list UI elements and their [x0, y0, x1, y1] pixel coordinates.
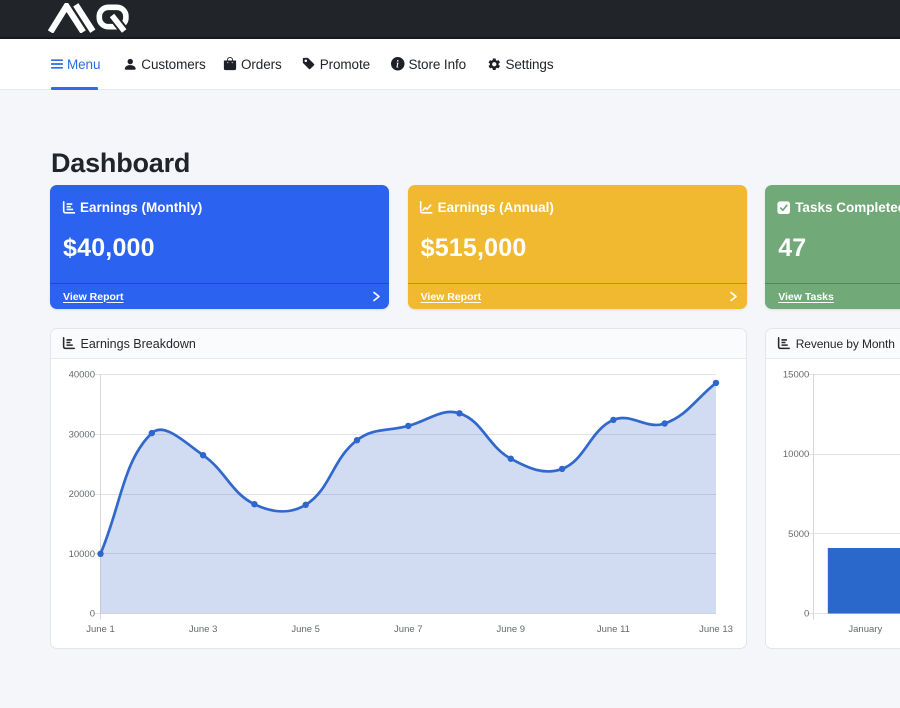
- svg-text:June 7: June 7: [394, 624, 423, 635]
- svg-text:0: 0: [804, 609, 809, 620]
- svg-text:10000: 10000: [783, 449, 809, 460]
- svg-text:0: 0: [90, 609, 95, 620]
- svg-text:June 3: June 3: [189, 624, 218, 635]
- svg-text:15000: 15000: [783, 370, 809, 381]
- svg-text:5000: 5000: [788, 529, 809, 540]
- svg-text:June 1: June 1: [86, 624, 115, 635]
- svg-text:June 13: June 13: [699, 624, 733, 635]
- svg-text:40000: 40000: [69, 370, 95, 381]
- svg-text:June 11: June 11: [597, 624, 630, 635]
- svg-text:January: January: [849, 624, 883, 635]
- svg-text:30000: 30000: [69, 429, 95, 440]
- svg-text:June 9: June 9: [497, 624, 526, 635]
- svg-text:10000: 10000: [69, 549, 95, 560]
- svg-text:20000: 20000: [69, 489, 95, 500]
- svg-text:June 5: June 5: [291, 624, 320, 635]
